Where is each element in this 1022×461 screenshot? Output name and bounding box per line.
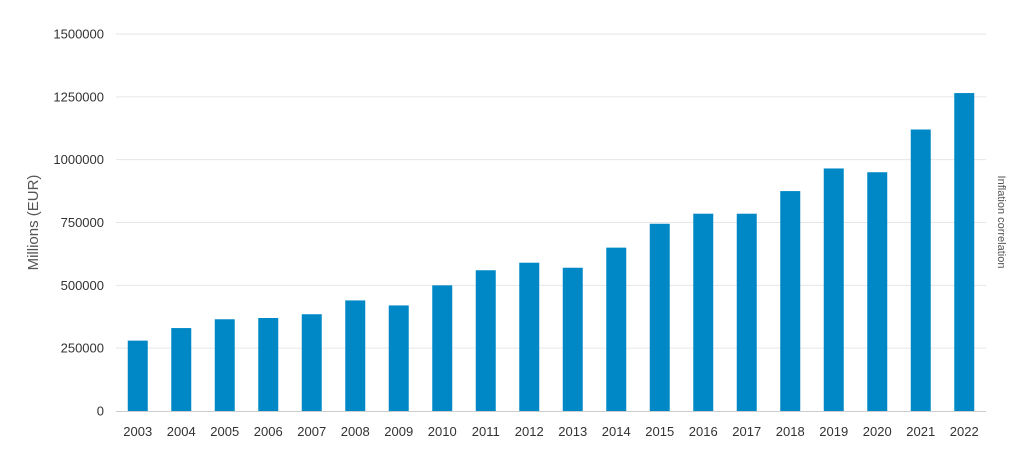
bar-2014[interactable] [606, 247, 627, 411]
x-tick-label: 2007 [297, 424, 326, 439]
x-tick-label: 2022 [950, 424, 979, 439]
bar-2022[interactable] [954, 93, 975, 412]
y-tick-label: 0 [97, 404, 104, 419]
x-axis-tick-labels: 2003 2004 2005 2006 2007 2008 2009 2010 2011 2012… [123, 424, 978, 439]
bar-2005[interactable] [214, 319, 235, 411]
y-axis-title: Millions (EUR) [25, 175, 42, 271]
y-tick-label: 1250000 [53, 89, 104, 104]
bar-2015[interactable] [649, 223, 670, 411]
y-tick-label: 1000000 [53, 152, 104, 167]
bar-2017[interactable] [736, 213, 757, 411]
bar-2009[interactable] [388, 305, 409, 411]
gridlines [116, 33, 986, 349]
x-tick-label: 2009 [384, 424, 413, 439]
bar-2012[interactable] [519, 262, 540, 411]
y-tick-label: 750000 [61, 215, 104, 230]
x-tick-label: 2018 [776, 424, 805, 439]
x-tick-label: 2019 [819, 424, 848, 439]
bar-2010[interactable] [432, 285, 453, 411]
y-tick-label: 250000 [61, 341, 104, 356]
secondary-y-axis-title: Inflation correlation [995, 176, 1007, 269]
bar-2003[interactable] [127, 340, 148, 411]
x-tick-label: 2020 [863, 424, 892, 439]
bar-2016[interactable] [693, 213, 714, 411]
x-tick-label: 2004 [167, 424, 196, 439]
bar-2018[interactable] [780, 191, 801, 411]
bars [127, 93, 975, 412]
bar-2008[interactable] [345, 300, 366, 411]
x-tick-label: 2011 [472, 424, 500, 439]
x-tick-label: 2005 [210, 424, 239, 439]
bar-2021[interactable] [910, 129, 931, 412]
x-tick-label: 2013 [558, 424, 587, 439]
x-tick-label: 2010 [428, 424, 457, 439]
bar-2004[interactable] [171, 328, 192, 411]
x-tick-label: 2008 [341, 424, 370, 439]
bar-2006[interactable] [258, 318, 279, 411]
x-tick-label: 2006 [254, 424, 283, 439]
x-tick-label: 2021 [906, 424, 935, 439]
x-tick-label: 2012 [515, 424, 544, 439]
x-tick-label: 2015 [645, 424, 674, 439]
bar-2013[interactable] [562, 267, 583, 411]
y-axis-tick-labels: 0 250000 500000 750000 1000000 1250000 1500000 [53, 27, 104, 419]
bar-2007[interactable] [301, 314, 322, 411]
y-tick-label: 1500000 [53, 27, 104, 42]
y-tick-label: 500000 [61, 278, 104, 293]
x-tick-label: 2003 [123, 424, 152, 439]
bar-2020[interactable] [867, 172, 888, 411]
bar-2019[interactable] [823, 168, 844, 411]
x-tick-label: 2014 [602, 424, 631, 439]
x-tick-label: 2017 [732, 424, 761, 439]
x-tick-label: 2016 [689, 424, 718, 439]
bar-2011[interactable] [475, 270, 496, 411]
